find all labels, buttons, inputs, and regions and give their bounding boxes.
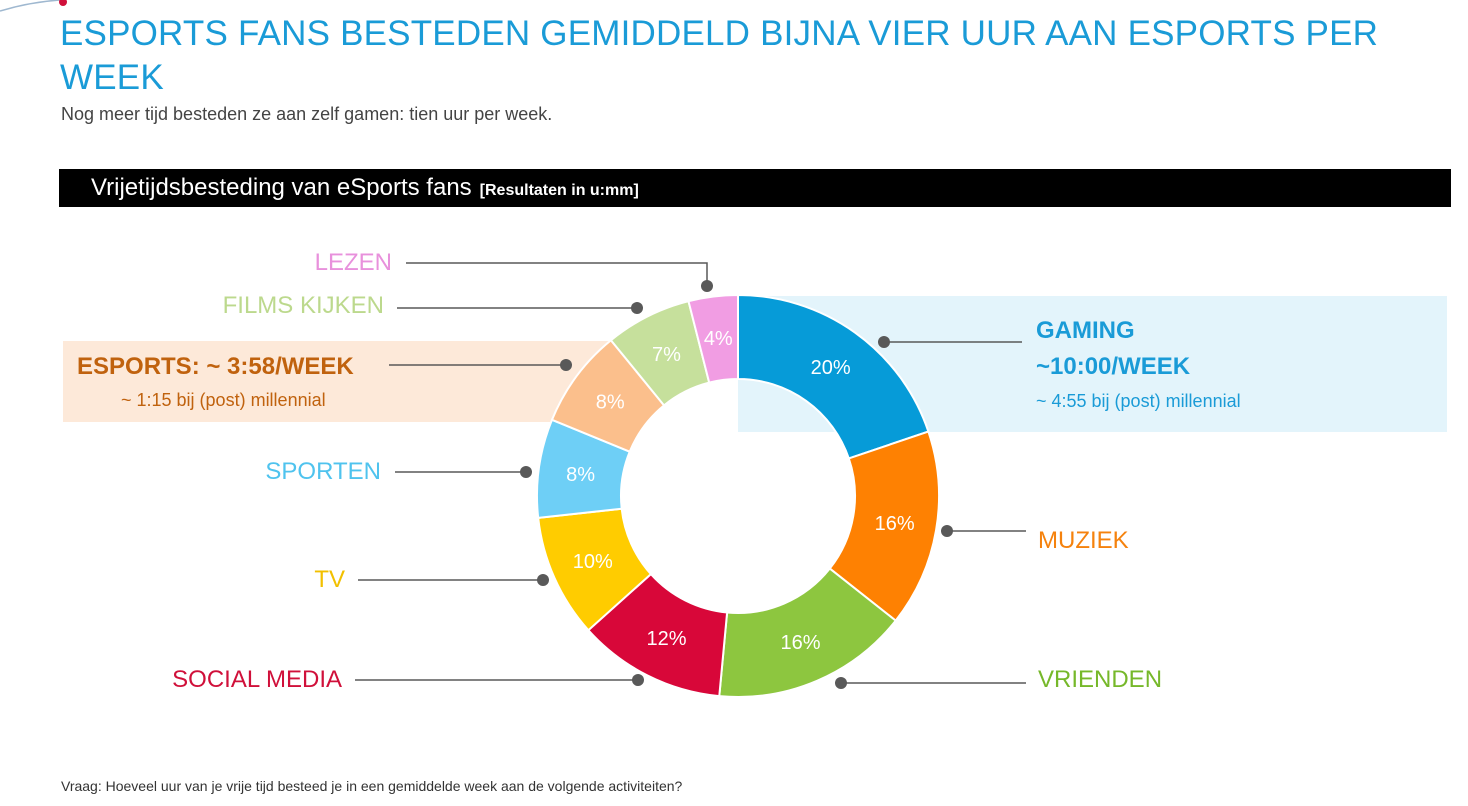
slice-value-label: 8% bbox=[566, 464, 595, 486]
esports-highlight-box bbox=[63, 341, 623, 422]
leader-dot bbox=[560, 359, 572, 371]
slice-value-label: 16% bbox=[781, 632, 821, 654]
donut-slice-gaming bbox=[737, 293, 930, 460]
esports-callout-title: ESPORTS: ~ 3:58/WEEK bbox=[77, 353, 354, 380]
leader-dot bbox=[520, 466, 532, 478]
category-label-muziek: MUZIEK bbox=[1038, 527, 1129, 554]
gaming-callout-title: GAMING bbox=[1036, 317, 1135, 344]
slice-value-label: 4% bbox=[704, 328, 733, 350]
leader-dot bbox=[878, 336, 890, 348]
category-label-vrienden: VRIENDEN bbox=[1038, 666, 1163, 693]
page-subtitle: Nog meer tijd besteden ze aan zelf gamen… bbox=[61, 104, 553, 124]
leader-dot bbox=[632, 674, 644, 686]
slice-value-label: 7% bbox=[652, 344, 681, 366]
slice-value-label: 8% bbox=[596, 391, 625, 413]
leader-dot bbox=[941, 525, 953, 537]
leader-dot bbox=[631, 302, 643, 314]
leader-dot bbox=[537, 574, 549, 586]
slice-value-label: 16% bbox=[875, 513, 915, 535]
esports-callout-millennial: ~ 1:15 bij (post) millennial bbox=[121, 390, 326, 410]
leader-dot bbox=[701, 280, 713, 292]
chart-title: Vrijetijdsbesteding van eSports fans [Res… bbox=[91, 174, 639, 202]
gaming-callout-hours: ~10:00/WEEK bbox=[1036, 353, 1191, 380]
category-label-tv: TV bbox=[314, 566, 345, 593]
category-label-lezen: LEZEN bbox=[314, 249, 392, 276]
chart-title-text: Vrijetijdsbesteding van eSports fans bbox=[91, 174, 472, 201]
chart-header-bar: Vrijetijdsbesteding van eSports fans [Res… bbox=[59, 169, 1451, 207]
slice-value-label: 10% bbox=[573, 551, 613, 573]
gaming-callout-millennial: ~ 4:55 bij (post) millennial bbox=[1036, 391, 1241, 411]
leader-dot bbox=[835, 677, 847, 689]
slice-value-label: 12% bbox=[646, 628, 686, 650]
decorative-arc bbox=[0, 0, 67, 12]
category-label-films-kijken: FILMS KIJKEN bbox=[222, 292, 384, 319]
page-title: ESPORTS FANS BESTEDEN GEMIDDELD BIJNA VI… bbox=[60, 14, 1379, 97]
category-label-social-media: SOCIAL MEDIA bbox=[172, 666, 342, 693]
question-footnote: Vraag: Hoeveel uur van je vrije tijd bes… bbox=[61, 778, 683, 794]
leader-line bbox=[406, 262, 708, 286]
slice-value-label: 20% bbox=[811, 357, 851, 379]
donut-slice-lezen bbox=[687, 293, 739, 384]
chart-unit-note: [Resultaten in u:mm] bbox=[479, 182, 639, 199]
category-label-sporten: SPORTEN bbox=[265, 458, 381, 485]
